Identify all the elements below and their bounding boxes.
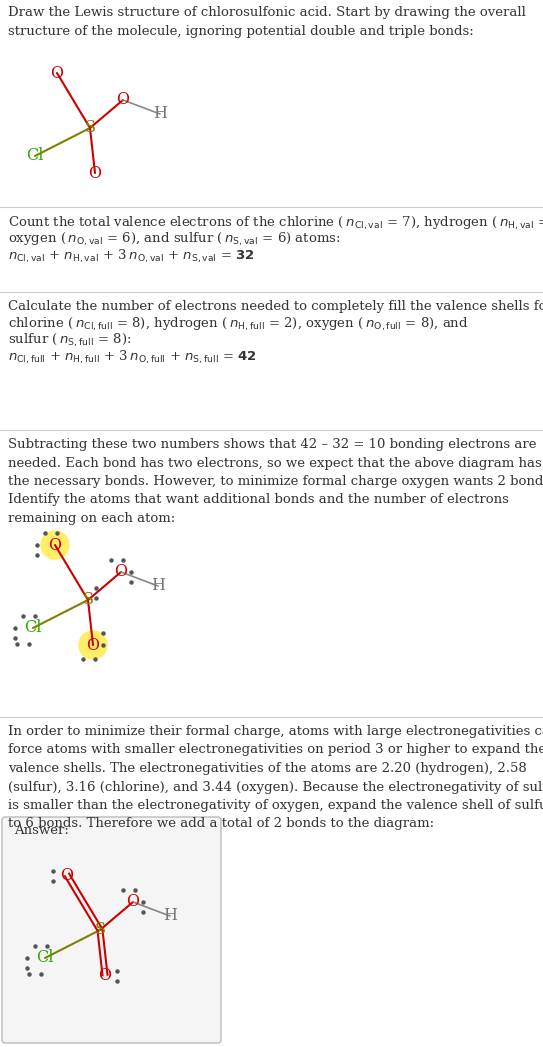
Text: sulfur ( $n_\mathrm{S,full}$ = 8):: sulfur ( $n_\mathrm{S,full}$ = 8): — [8, 332, 131, 350]
Text: Calculate the number of electrons needed to completely fill the valence shells f: Calculate the number of electrons needed… — [8, 300, 543, 313]
Circle shape — [79, 631, 107, 659]
Text: Cl: Cl — [24, 620, 42, 637]
Text: O: O — [86, 637, 99, 653]
Text: Answer:: Answer: — [14, 824, 69, 837]
Text: O: O — [127, 893, 140, 911]
Text: O: O — [89, 164, 102, 181]
Text: $n_\mathrm{Cl,full}$ + $n_\mathrm{H,full}$ + 3 $n_\mathrm{O,full}$ + $n_\mathrm{: $n_\mathrm{Cl,full}$ + $n_\mathrm{H,full… — [8, 349, 257, 366]
Text: oxygen ( $n_\mathrm{O,val}$ = 6), and sulfur ( $n_\mathrm{S,val}$ = 6) atoms:: oxygen ( $n_\mathrm{O,val}$ = 6), and su… — [8, 231, 340, 248]
Text: H: H — [153, 106, 167, 122]
Text: O: O — [60, 867, 73, 884]
Text: S: S — [83, 592, 93, 608]
Text: Cl: Cl — [36, 950, 54, 966]
Text: Subtracting these two numbers shows that 42 – 32 = 10 bonding electrons are
need: Subtracting these two numbers shows that… — [8, 438, 543, 525]
FancyBboxPatch shape — [2, 817, 221, 1043]
Circle shape — [41, 531, 69, 559]
Text: S: S — [94, 921, 105, 938]
Text: O: O — [115, 563, 128, 580]
Text: Draw the Lewis structure of chlorosulfonic acid. Start by drawing the overall
st: Draw the Lewis structure of chlorosulfon… — [8, 6, 526, 38]
Text: O: O — [48, 536, 61, 554]
Text: chlorine ( $n_\mathrm{Cl,full}$ = 8), hydrogen ( $n_\mathrm{H,full}$ = 2), oxyge: chlorine ( $n_\mathrm{Cl,full}$ = 8), hy… — [8, 316, 469, 333]
Text: H: H — [163, 908, 177, 925]
Text: O: O — [50, 65, 64, 82]
Text: Cl: Cl — [26, 148, 44, 164]
Text: S: S — [85, 119, 96, 136]
Text: Count the total valence electrons of the chlorine ( $n_\mathrm{Cl,val}$ = 7), hy: Count the total valence electrons of the… — [8, 215, 543, 232]
Text: $n_\mathrm{Cl,val}$ + $n_\mathrm{H,val}$ + 3 $n_\mathrm{O,val}$ + $n_\mathrm{S,v: $n_\mathrm{Cl,val}$ + $n_\mathrm{H,val}$… — [8, 248, 255, 265]
Text: H: H — [151, 578, 165, 595]
Text: In order to minimize their formal charge, atoms with large electronegativities c: In order to minimize their formal charge… — [8, 725, 543, 830]
Text: O: O — [98, 966, 111, 983]
Text: O: O — [117, 91, 129, 109]
